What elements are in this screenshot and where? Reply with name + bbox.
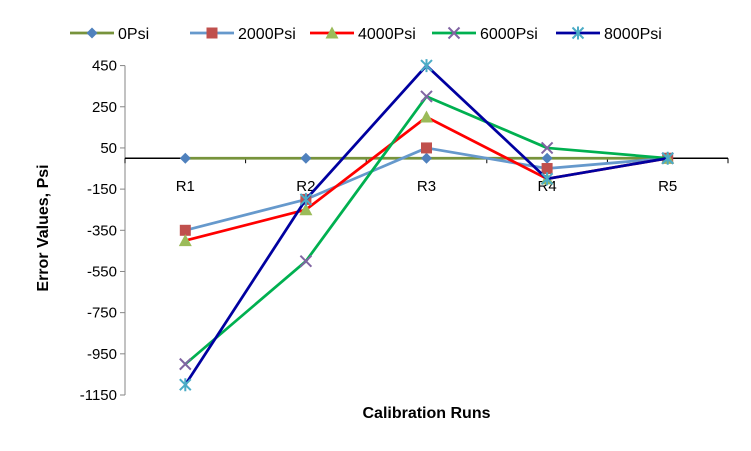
- legend-marker: [571, 26, 585, 40]
- legend-marker: [206, 27, 218, 39]
- data-point: [421, 142, 432, 154]
- x-tick-label: R1: [176, 178, 195, 195]
- y-tick-label: -1150: [80, 387, 117, 404]
- data-point: [178, 234, 192, 247]
- data-point: [420, 59, 433, 73]
- data-point: [540, 141, 554, 155]
- x-tick-label: R3: [417, 178, 436, 195]
- series-line: [184, 95, 668, 366]
- legend-label: 0Psi: [118, 26, 149, 43]
- x-tick-label: R5: [658, 178, 677, 195]
- legend-label: 8000Psi: [604, 26, 662, 43]
- legend-marker: [447, 26, 461, 40]
- data-point: [179, 378, 192, 392]
- data-point: [299, 254, 313, 268]
- data-point: [540, 172, 554, 186]
- data-point: [179, 152, 191, 164]
- legend-label: 2000Psi: [238, 26, 296, 43]
- legend-marker: [86, 27, 98, 39]
- data-point: [541, 163, 553, 175]
- series-6000Psi: [179, 90, 674, 371]
- y-axis: 450 250 50 -150 -350 -550 -750 -950 -1150: [80, 58, 126, 404]
- y-tick-label: -750: [87, 305, 117, 322]
- x-tick-label: R2: [296, 178, 315, 195]
- x-axis-title: Calibration Runs: [362, 405, 490, 422]
- data-point: [299, 192, 313, 206]
- series-0Psi: [179, 152, 674, 164]
- legend-item: 6000Psi: [432, 26, 538, 43]
- y-tick-label: -550: [87, 263, 117, 280]
- data-point: [179, 357, 192, 371]
- data-point: [300, 152, 312, 164]
- y-tick-label: 450: [92, 58, 117, 75]
- data-point: [420, 90, 433, 103]
- legend-marker: [325, 26, 339, 39]
- legend-item: 4000Psi: [310, 26, 416, 43]
- series-8000Psi: [179, 59, 674, 392]
- data-point: [661, 151, 674, 165]
- data-point: [421, 152, 432, 164]
- y-tick-label: 50: [100, 140, 117, 157]
- legend-item: 2000Psi: [190, 26, 296, 43]
- y-tick-label: 250: [92, 99, 117, 116]
- data-point: [299, 203, 313, 216]
- legend-label: 6000Psi: [480, 26, 538, 43]
- legend-item: 8000Psi: [556, 26, 662, 43]
- series-layer: [178, 59, 675, 392]
- chart-legend: 0Psi 2000Psi 4000Psi 6000Psi 8000Psi: [70, 26, 662, 43]
- legend-item: 0Psi: [70, 26, 149, 43]
- y-axis-title: Error Values, Psi: [35, 164, 52, 291]
- data-point: [420, 110, 433, 123]
- y-tick-label: -150: [87, 181, 117, 198]
- y-tick-label: -350: [87, 222, 117, 239]
- legend-label: 4000Psi: [358, 26, 416, 43]
- data-point: [541, 152, 553, 164]
- y-tick-label: -950: [87, 346, 117, 363]
- data-point: [179, 224, 191, 236]
